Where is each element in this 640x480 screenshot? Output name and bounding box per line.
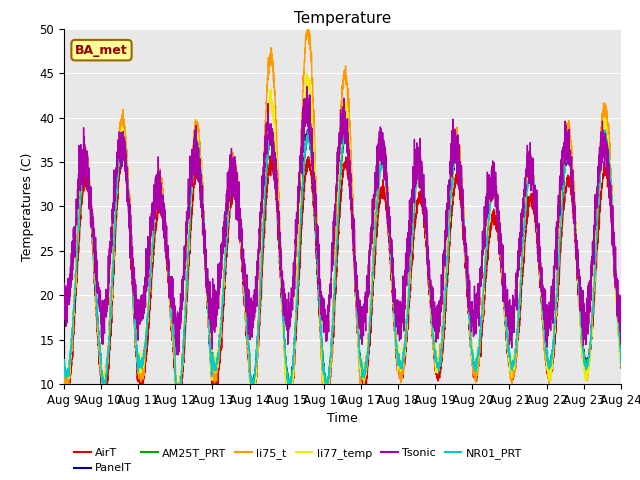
X-axis label: Time: Time — [327, 412, 358, 425]
Y-axis label: Temperatures (C): Temperatures (C) — [21, 152, 34, 261]
Text: BA_met: BA_met — [75, 44, 128, 57]
Legend: AirT, PanelT, AM25T_PRT, li75_t, li77_temp, Tsonic, NR01_PRT: AirT, PanelT, AM25T_PRT, li75_t, li77_te… — [70, 444, 527, 478]
Title: Temperature: Temperature — [294, 11, 391, 26]
